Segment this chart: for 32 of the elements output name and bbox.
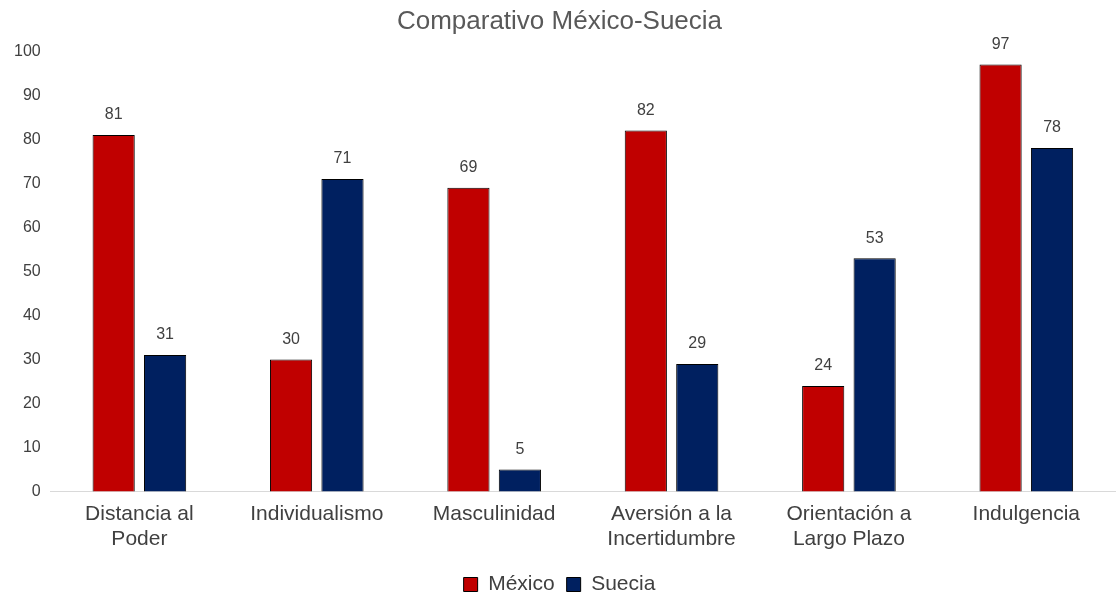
x-tick-label: Orientación a Largo Plazo [786, 501, 912, 550]
legend-label: México [488, 571, 555, 595]
data-label: 5 [515, 439, 525, 457]
y-tick-label: 50 [22, 261, 41, 279]
y-tick-label: 60 [22, 217, 41, 235]
data-label: 31 [156, 325, 175, 343]
data-label: 30 [282, 329, 301, 347]
x-tick-label: Individualismo [250, 501, 384, 524]
x-tick-label: Indulgencia [972, 501, 1081, 524]
y-tick-label: 70 [22, 173, 41, 191]
data-label: 78 [1043, 118, 1062, 136]
data-label: 29 [688, 334, 707, 352]
data-label: 97 [991, 34, 1010, 52]
x-tick-label: Aversión a la Incertidumbre [607, 501, 736, 550]
chart-title: Comparativo México-Suecia [396, 4, 723, 35]
y-tick-label: 40 [22, 305, 41, 323]
legend-label: Suecia [591, 571, 656, 595]
data-label: 53 [865, 228, 884, 246]
y-tick-label: 30 [22, 349, 41, 367]
data-label: 82 [636, 100, 655, 118]
data-label: 69 [459, 158, 478, 176]
y-tick-label: 90 [22, 85, 41, 103]
x-tick-label: Masculinidad [432, 501, 556, 524]
x-tick-label: Distancia al Poder [85, 501, 194, 550]
data-label: 71 [333, 149, 352, 167]
y-tick-label: 100 [13, 41, 41, 59]
y-tick-label: 10 [22, 437, 41, 455]
data-label: 24 [814, 356, 833, 374]
data-label: 81 [104, 105, 123, 123]
y-tick-label: 80 [22, 129, 41, 147]
y-tick-label: 0 [31, 482, 41, 500]
y-tick-label: 20 [22, 393, 41, 411]
